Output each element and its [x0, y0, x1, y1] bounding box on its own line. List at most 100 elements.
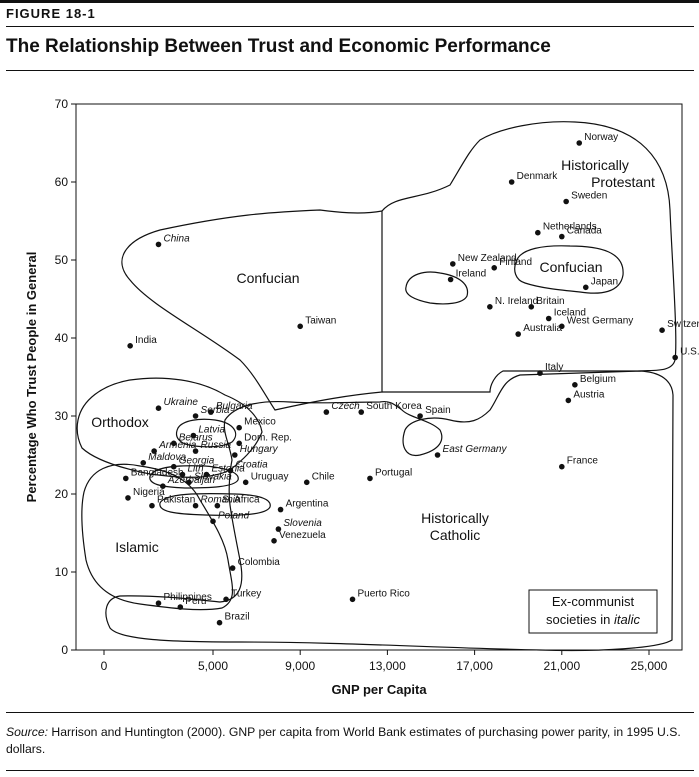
point-peru — [177, 604, 184, 610]
ireland-outline — [405, 271, 469, 305]
point-pakistan — [149, 502, 155, 509]
point-lith — [179, 471, 186, 478]
point-denmark — [508, 179, 515, 185]
label-east-germany: East Germany — [443, 444, 508, 455]
region-outlines — [76, 121, 677, 652]
ex-communist-inner-outline — [175, 418, 237, 448]
label-japan: Japan — [591, 276, 618, 287]
label-philippines: Philippines — [164, 592, 212, 603]
label-belgium: Belgium — [580, 374, 616, 385]
point-south-korea — [358, 409, 365, 415]
islamic-label: Islamic — [115, 539, 159, 555]
legend-frame — [528, 589, 658, 634]
point-belgium — [572, 382, 578, 388]
point-ireland — [447, 276, 454, 283]
protestant-label: Historically Protestant — [561, 157, 655, 190]
label-lith: Lith — [187, 464, 204, 475]
divider — [6, 26, 694, 27]
label-slovakia: Slovakia — [194, 471, 232, 482]
y-tick-label: 70 — [55, 97, 69, 111]
label-estonia: Estonia — [211, 464, 245, 475]
label-britain: Britain — [536, 296, 564, 307]
label-india: India — [135, 335, 157, 346]
point-canada — [559, 233, 565, 240]
label-romania: Romania — [201, 495, 241, 506]
point-argentina — [277, 506, 284, 513]
label-dom-rep: Dom. Rep. — [244, 432, 292, 443]
x-tick-label: 5,000 — [198, 659, 228, 673]
point-japan — [582, 284, 589, 291]
point-taiwan — [297, 323, 304, 330]
point-slovenia — [275, 526, 282, 532]
label-switzerland: Switzerland — [667, 319, 699, 330]
estonia-outline — [149, 465, 239, 489]
label-slovenia: Slovenia — [283, 518, 322, 529]
axes: 0 10 20 30 40 50 60 70 0 5,000 9,000 13,000 17,000 21… — [24, 97, 683, 697]
x-tick-label: 13,000 — [369, 659, 406, 673]
point-austria — [565, 397, 572, 404]
x-tick-label: 0 — [101, 659, 108, 673]
label-denmark: Denmark — [517, 171, 559, 182]
label-finland: Finland — [499, 257, 532, 268]
label-n-ireland: N. Ireland — [495, 296, 538, 307]
label-nigeria: Nigeria — [133, 487, 165, 498]
point-croatia — [227, 467, 234, 474]
label-maldova: Maldova — [148, 452, 186, 463]
label-hungary: Hungary — [240, 444, 279, 455]
point-france — [559, 463, 565, 470]
point-georgia — [170, 463, 177, 470]
point-finland — [491, 265, 498, 271]
label-france: France — [567, 456, 599, 467]
confucian-label: Confucian — [236, 270, 299, 286]
point-australia — [515, 331, 521, 337]
point-bulgaria — [208, 409, 214, 415]
label-brazil: Brazil — [225, 612, 250, 623]
point-chile — [303, 479, 310, 486]
x-tick-label: 21,000 — [543, 659, 580, 673]
catholic-label: Historically Catholic — [421, 510, 489, 543]
legend-line1: Ex-communist — [552, 594, 635, 609]
point-italy — [537, 370, 543, 376]
plot-frame — [75, 103, 683, 651]
label-poland: Poland — [218, 510, 250, 521]
point-philippines — [155, 600, 162, 606]
y-tick-label: 20 — [55, 487, 69, 501]
islamic-zone-outline — [81, 463, 234, 611]
point-bangladesh — [123, 475, 129, 482]
legend-line2-italic: italic — [614, 612, 641, 627]
label-west-germany: West Germany — [567, 315, 634, 326]
label-turkey: Turkey — [231, 588, 261, 599]
point-slovakia — [186, 479, 192, 486]
point-britain — [528, 304, 535, 310]
point-west-germany — [559, 323, 565, 330]
top-rule — [0, 0, 699, 3]
label-bangladesh: Bangladesh — [131, 467, 184, 478]
label-iceland: Iceland — [554, 308, 586, 319]
region-labels: Historically ProtestantConfucianConfucian… — [91, 157, 655, 555]
point-n-ireland — [487, 304, 493, 310]
source-note: Source: Harrison and Huntington (2000). … — [6, 724, 694, 758]
point-romania — [192, 502, 199, 509]
point-netherlands — [535, 229, 541, 236]
y-tick-label: 40 — [55, 331, 69, 345]
label-canada: Canada — [567, 226, 602, 237]
protestant-zone-outline — [381, 121, 677, 393]
divider — [6, 70, 694, 71]
point-norway — [576, 140, 583, 146]
point-sweden — [563, 198, 569, 205]
point-russia — [192, 448, 199, 454]
label-taiwan: Taiwan — [305, 315, 336, 326]
point-china — [155, 241, 162, 248]
legend-line2: societies in italic — [546, 612, 640, 627]
y-tick-label: 30 — [55, 409, 69, 423]
point-colombia — [229, 565, 236, 571]
catholic-zone-outline — [105, 370, 674, 652]
figure-label: FIGURE 18-1 — [6, 6, 96, 21]
y-tick-label: 0 — [61, 643, 68, 657]
x-tick-label: 9,000 — [285, 659, 315, 673]
orthodox-label: Orthodox — [91, 414, 149, 430]
point-maldova — [140, 460, 147, 466]
point-venezuela — [271, 538, 277, 544]
point-ukraine — [155, 405, 162, 412]
label-s-africa: S. Africa — [222, 495, 260, 506]
